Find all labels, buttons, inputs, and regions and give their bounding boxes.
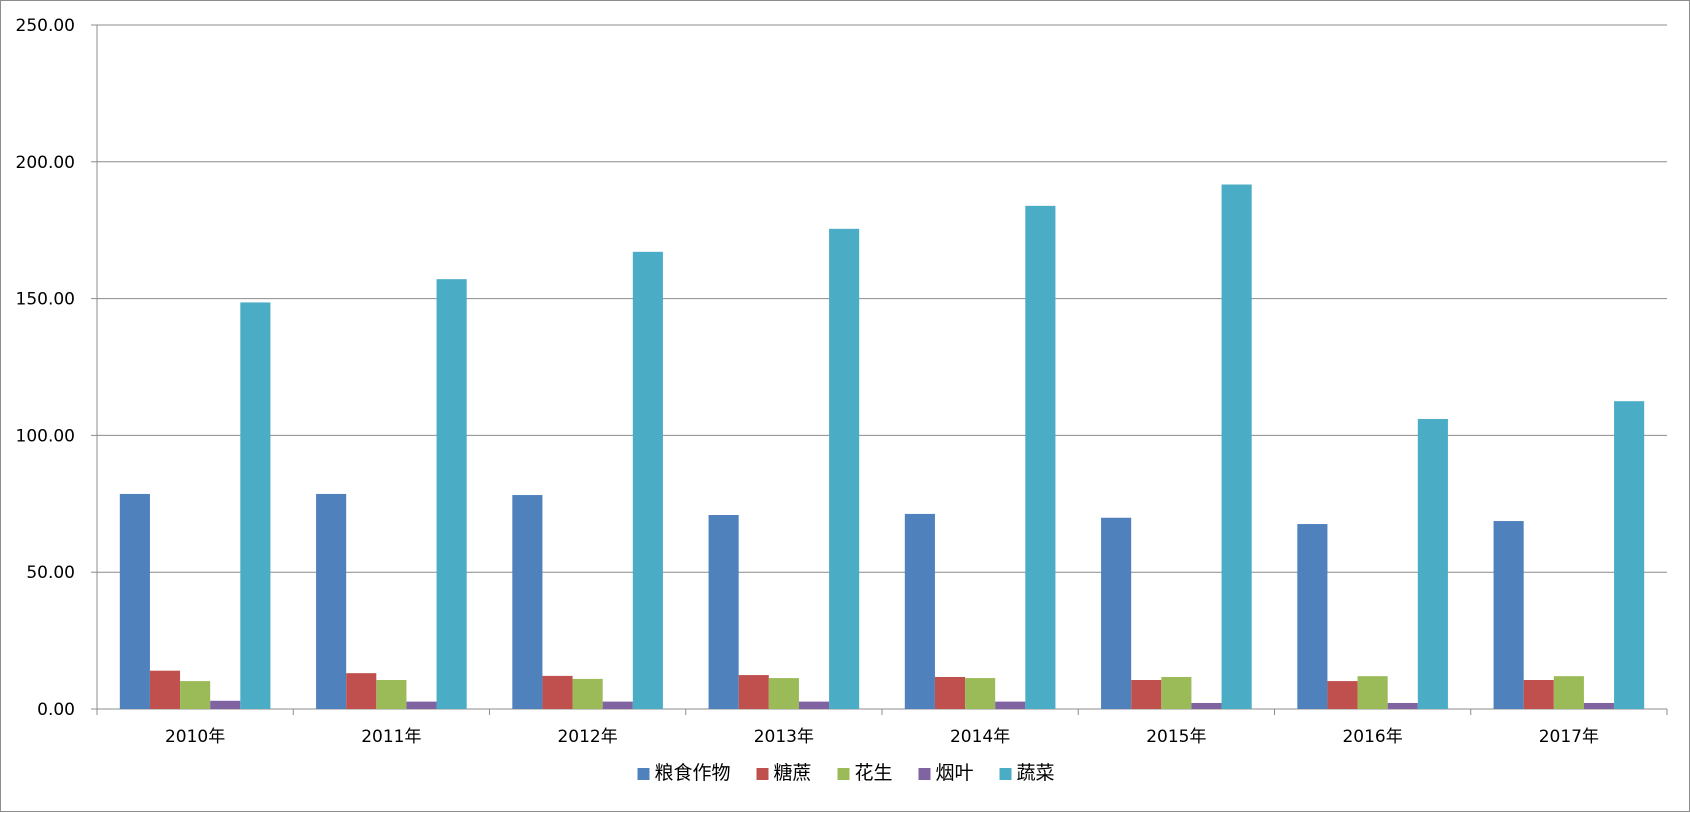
bar (1221, 184, 1252, 710)
gridlines (97, 24, 1667, 573)
legend-swatch (918, 768, 931, 780)
bar (1025, 205, 1056, 709)
bar (602, 701, 633, 709)
bar (1614, 401, 1645, 709)
x-tick-label: 2014年 (950, 727, 1010, 747)
x-tick-label: 2010年 (165, 727, 225, 747)
x-tick-label: 2011年 (361, 727, 421, 747)
legend-swatch (999, 768, 1012, 780)
legend-label: 糖蔗 (774, 762, 812, 784)
y-tick-label: 0.00 (37, 700, 75, 720)
y-tick-label: 150.00 (16, 290, 75, 310)
bar (1131, 679, 1162, 709)
x-tick-label: 2017年 (1539, 727, 1599, 747)
legend-label: 粮食作物 (655, 762, 731, 784)
bar (1523, 679, 1554, 709)
y-tick-labels: 0.00 50.00 100.00 150.00 200.00 250.00 (16, 16, 75, 720)
bar (1357, 676, 1388, 709)
bar (346, 673, 377, 709)
bar (829, 228, 860, 709)
bar (1583, 702, 1615, 709)
legend-item: 糖蔗 (756, 762, 812, 784)
bar (798, 701, 830, 709)
legend-swatch (837, 768, 850, 780)
x-tick-label: 2013年 (754, 727, 814, 747)
bar (512, 495, 543, 709)
y-tick-label: 200.00 (16, 153, 75, 173)
bar (406, 701, 437, 709)
bar (376, 679, 407, 709)
bar (768, 678, 799, 709)
bar (1101, 517, 1132, 709)
bar (1553, 676, 1584, 709)
x-tick-labels: 2010年 2011年 2012年 2013年 2014年 2015年 2016年 2017年 (165, 727, 1599, 747)
bar (1327, 681, 1358, 709)
bar (934, 676, 966, 709)
bar (708, 515, 739, 709)
bar (1191, 702, 1222, 709)
bar (316, 493, 347, 709)
bar (904, 513, 935, 709)
bar (572, 678, 603, 709)
legend-item: 蔬菜 (999, 762, 1055, 784)
bar (738, 675, 769, 709)
bar (119, 493, 150, 709)
legend-label: 花生 (855, 762, 893, 784)
legend-swatch (637, 768, 650, 780)
bar (149, 670, 181, 709)
legend-label: 烟叶 (936, 762, 974, 784)
bar (965, 678, 996, 709)
legend: 粮食作物 糖蔗 花生 烟叶 蔬菜 (637, 762, 1055, 784)
bar (542, 675, 573, 709)
legend-item: 烟叶 (918, 762, 974, 784)
bar (1417, 418, 1448, 709)
bar (1161, 676, 1192, 709)
y-tick-label: 50.00 (26, 563, 75, 583)
bar (1493, 521, 1524, 709)
bar (210, 700, 241, 709)
x-tick-label: 2015年 (1146, 727, 1206, 747)
bar (240, 302, 271, 709)
bar (1387, 702, 1418, 709)
bars (119, 184, 1645, 710)
y-tick-label: 250.00 (16, 16, 75, 36)
bar (995, 701, 1026, 709)
bar (436, 279, 467, 709)
bar (180, 681, 211, 709)
legend-label: 蔬菜 (1017, 762, 1055, 784)
x-tick-label: 2012年 (557, 727, 617, 747)
x-tick-label: 2016年 (1342, 727, 1402, 747)
legend-swatch (756, 768, 769, 780)
legend-item: 粮食作物 (637, 762, 731, 784)
y-tick-label: 100.00 (16, 426, 75, 446)
bar (1297, 524, 1328, 709)
bar (632, 251, 663, 710)
legend-item: 花生 (837, 762, 893, 784)
